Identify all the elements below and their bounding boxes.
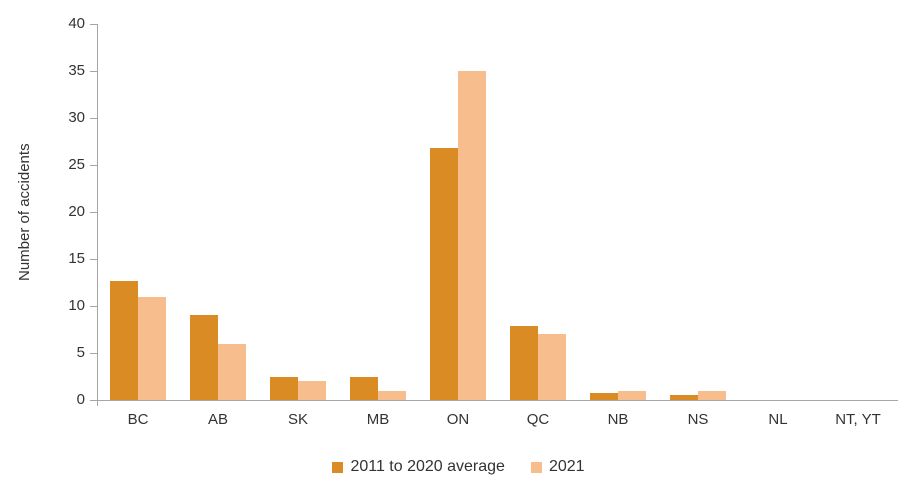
y-tick-label: 20 bbox=[68, 203, 85, 220]
y-tick-mark bbox=[90, 399, 97, 401]
bar bbox=[590, 393, 618, 400]
y-tick-label: 10 bbox=[68, 297, 85, 314]
legend: 2011 to 2020 average 2021 bbox=[0, 458, 917, 476]
legend-swatch-icon bbox=[332, 461, 344, 473]
bar bbox=[698, 390, 726, 400]
bars-layer bbox=[98, 24, 898, 400]
y-tick-mark bbox=[90, 164, 97, 166]
y-tick-mark bbox=[90, 211, 97, 213]
x-category-label: MB bbox=[366, 411, 390, 428]
bar bbox=[110, 280, 138, 400]
x-category-label: QC bbox=[526, 411, 550, 428]
x-axis-origin-tick bbox=[97, 400, 98, 406]
y-tick-label: 5 bbox=[76, 344, 85, 361]
legend-item: 2021 bbox=[530, 458, 585, 476]
y-tick-label: 0 bbox=[76, 391, 85, 408]
bar bbox=[138, 296, 166, 400]
bar bbox=[270, 376, 298, 400]
legend-item: 2011 to 2020 average bbox=[332, 458, 505, 476]
y-tick-label: 25 bbox=[68, 156, 85, 173]
bar bbox=[190, 315, 218, 400]
bar bbox=[538, 334, 566, 400]
x-category-label: NS bbox=[687, 411, 709, 428]
bar bbox=[378, 390, 406, 400]
x-category-label: SK bbox=[287, 411, 308, 428]
x-category-label: NB bbox=[607, 411, 629, 428]
y-axis-title: Number of accidents bbox=[16, 143, 33, 281]
bar bbox=[618, 390, 646, 400]
y-tick-mark bbox=[90, 258, 97, 260]
plot-area: 0 5 10 15 20 25 30 35 40 bbox=[68, 15, 898, 408]
bar bbox=[350, 377, 378, 400]
y-axis-ticks: 0 5 10 15 20 25 30 35 40 bbox=[68, 15, 898, 408]
y-tick-label: 30 bbox=[68, 109, 85, 126]
bar bbox=[430, 148, 458, 400]
y-tick-mark bbox=[90, 352, 97, 354]
y-tick-label: 40 bbox=[68, 15, 85, 32]
x-category-label: NT, YT bbox=[835, 411, 881, 428]
x-category-label: AB bbox=[207, 411, 228, 428]
bar bbox=[298, 381, 326, 400]
x-category-label: BC bbox=[127, 411, 149, 428]
x-axis-labels: BC AB SK MB ON QC NB NS NL NT, YT bbox=[98, 410, 898, 432]
bar bbox=[458, 71, 486, 400]
y-tick-mark bbox=[90, 23, 97, 25]
y-tick-mark bbox=[90, 117, 97, 119]
y-tick-mark bbox=[90, 305, 97, 307]
legend-label: 2011 to 2020 average bbox=[350, 458, 505, 475]
bar bbox=[218, 343, 246, 400]
y-tick-label: 15 bbox=[68, 250, 85, 267]
bar bbox=[670, 395, 698, 400]
y-tick-label: 35 bbox=[68, 62, 85, 79]
bar bbox=[510, 325, 538, 400]
x-category-label: NL bbox=[768, 411, 788, 428]
x-category-label: ON bbox=[446, 411, 470, 428]
legend-label: 2021 bbox=[548, 458, 585, 475]
legend-swatch-icon bbox=[530, 461, 542, 473]
y-tick-mark bbox=[90, 70, 97, 72]
